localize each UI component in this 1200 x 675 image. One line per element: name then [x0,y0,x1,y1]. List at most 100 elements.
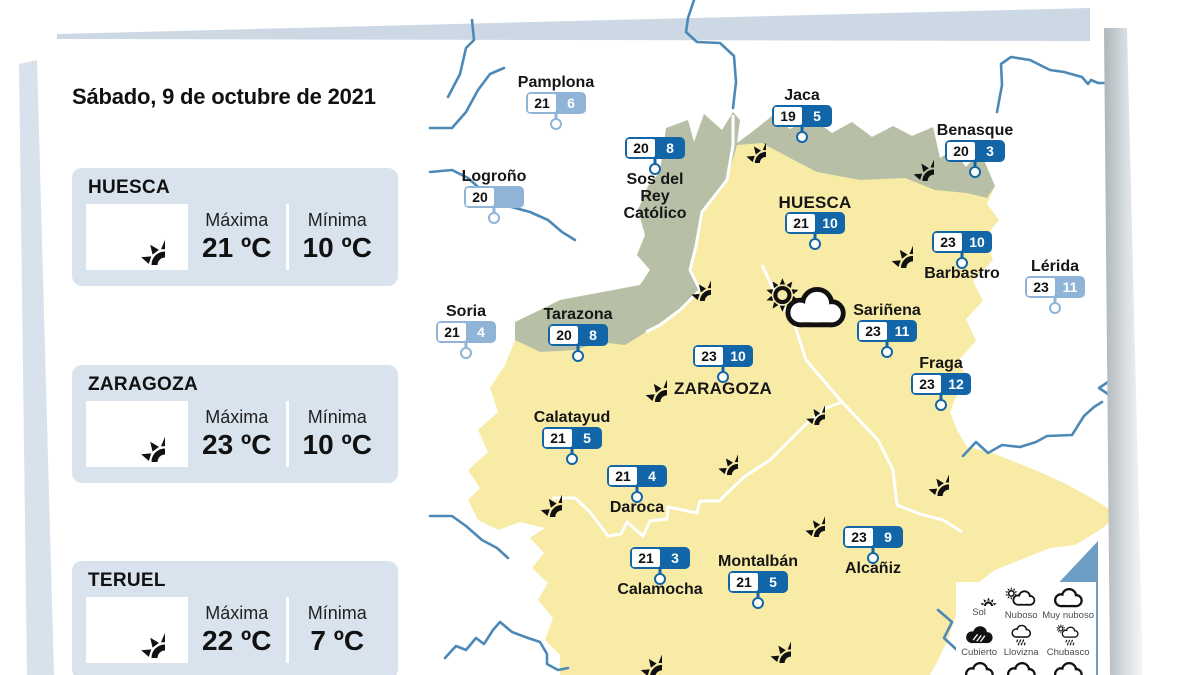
weather-icon [1001,624,1041,646]
city-label: HUESCA [778,193,852,213]
temperature-badge: 21 4 [607,465,667,487]
river [936,608,959,652]
min-temp-block: Mínima 10 ºC [289,204,387,270]
city-label: ZARAGOZA [674,379,772,398]
marker-dot [566,453,578,465]
weather-icon [965,662,994,675]
sun-cloud-icon [765,278,851,336]
max-temp-block: Máxima 21 ºC [188,204,286,270]
min-temp: 4 [477,324,485,340]
max-temp: 21 [544,429,572,447]
min-temp-block: Mínima 10 ºC [289,401,387,467]
province-name: ZARAGOZA [88,374,199,395]
min-temp [496,188,522,206]
marker-dot [631,491,643,503]
weather-icon [1054,662,1083,675]
marker-stem [492,206,496,213]
temperature-badge: 20 8 [548,324,608,346]
marker-stem [635,485,639,492]
max-temp: 21 [528,94,556,112]
sun-icon [886,133,934,181]
min-label: Mínima [307,210,367,230]
sun-icon [512,467,562,517]
province-card-huesca: HUESCA Máxima 21 ºC Mínima 10 ºC [72,168,398,286]
forecast-panel: Sábado, 9 de octubre de 2021 HUESCA Máxi… [0,0,430,675]
temperature-badge: 23 9 [843,526,903,548]
divider [285,204,289,270]
min-temp-block: Mínima 7 ºC [289,597,387,663]
sun-icon [617,352,667,402]
marker-stem [653,157,657,164]
river [428,66,506,130]
marker-dot [809,238,821,250]
max-value: 23 ºC [202,429,272,460]
temperature-badge: 20 8 [625,137,685,159]
weather-icon-box [86,204,188,270]
city-label: Logroño [461,168,527,186]
backsheet-left-edge [19,60,54,675]
min-temp: 8 [589,327,597,343]
min-temp: 5 [769,574,777,590]
max-value: 22 ºC [202,625,272,656]
marker-dot [867,552,879,564]
max-temp-block: Máxima 22 ºC [188,597,286,663]
marker-dot [460,347,472,359]
max-label: Máxima [205,603,269,623]
city-label: Sariñena [853,302,921,320]
marker-stem [756,591,760,598]
marker-dot [969,166,981,178]
divider [285,401,289,467]
legend: Sol Nuboso Muy nuboso Cubierto Llovizna … [956,582,1096,675]
marker-dot [654,573,666,585]
legend-label: Sol [972,607,986,618]
max-temp: 23 [934,233,962,251]
marker-stem [973,160,977,167]
river [428,514,510,560]
city-label: Jaca [784,87,820,105]
province-card-zaragoza: ZARAGOZA Máxima 23 ºC Mínima 10 ºC [72,365,398,483]
weather-icon [1054,588,1083,608]
city-label: Fraga [919,355,963,373]
city-label: Lérida [1030,258,1080,276]
legend-item: Sol [958,587,1000,621]
river [961,400,1104,458]
temperature-badge: 23 12 [911,373,971,395]
legend-item: Llovizna [1000,624,1042,658]
river [684,0,738,110]
max-temp: 19 [774,107,802,125]
city-label: Benasque [936,122,1014,140]
sun-icon [665,255,711,301]
marker-stem [658,567,662,574]
legend-label: Llovizna [1003,647,1039,658]
sun-icon [901,448,949,496]
min-temp: 9 [884,529,892,545]
legend-label: Cubierto [961,647,998,658]
max-temp-block: Máxima 23 ºC [188,401,286,467]
marker-stem [939,393,943,400]
weather-icon [1048,624,1088,646]
marker-stem [885,340,889,347]
max-temp: 20 [550,326,578,344]
temperature-badge: 23 11 [857,320,917,342]
min-value: 10 ºC [302,429,372,460]
max-temp: 23 [1027,278,1055,296]
page-title: Sábado, 9 de octubre de 2021 [72,84,376,109]
legend-label: Chubasco [1046,647,1090,658]
temperature-badge: 23 11 [1025,276,1085,298]
city-label: Calatayud [533,409,611,427]
weather-icon [1001,587,1041,609]
legend-item: Cubierto [958,624,1000,658]
max-temp: 21 [609,467,637,485]
marker-dot [881,346,893,358]
temperature-badge: 23 10 [932,231,992,253]
temperature-badge: 21 4 [436,321,496,343]
min-temp: 12 [948,376,964,392]
legend-label: Muy nuboso [1042,610,1094,621]
max-temp: 23 [859,322,887,340]
marker-dot [550,118,562,130]
marker-stem [576,344,580,351]
temperature-badge: 20 3 [945,140,1005,162]
min-temp: 5 [583,430,591,446]
sun-icon [720,117,766,163]
